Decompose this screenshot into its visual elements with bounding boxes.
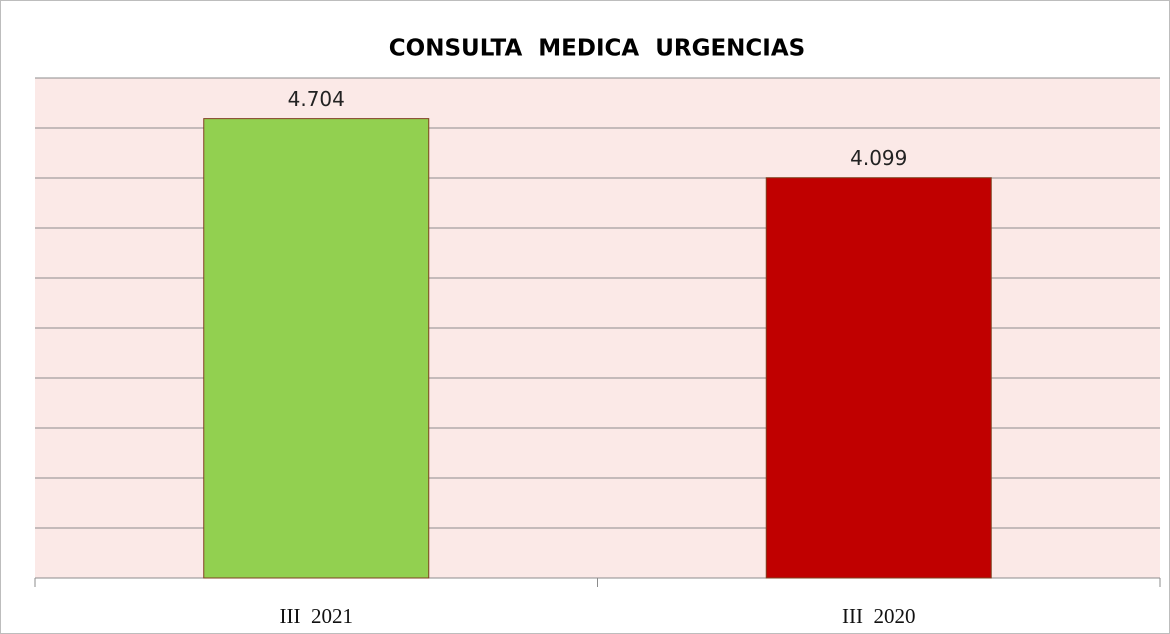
x-tick-label: III 2021: [280, 604, 353, 628]
bar: [203, 118, 430, 579]
value-label: 4.704: [288, 87, 345, 111]
bar: [765, 177, 992, 579]
chart-title: CONSULTA MEDICA URGENCIAS: [389, 36, 805, 62]
value-label: 4.099: [850, 146, 907, 170]
x-tick-label: III 2020: [842, 604, 915, 628]
